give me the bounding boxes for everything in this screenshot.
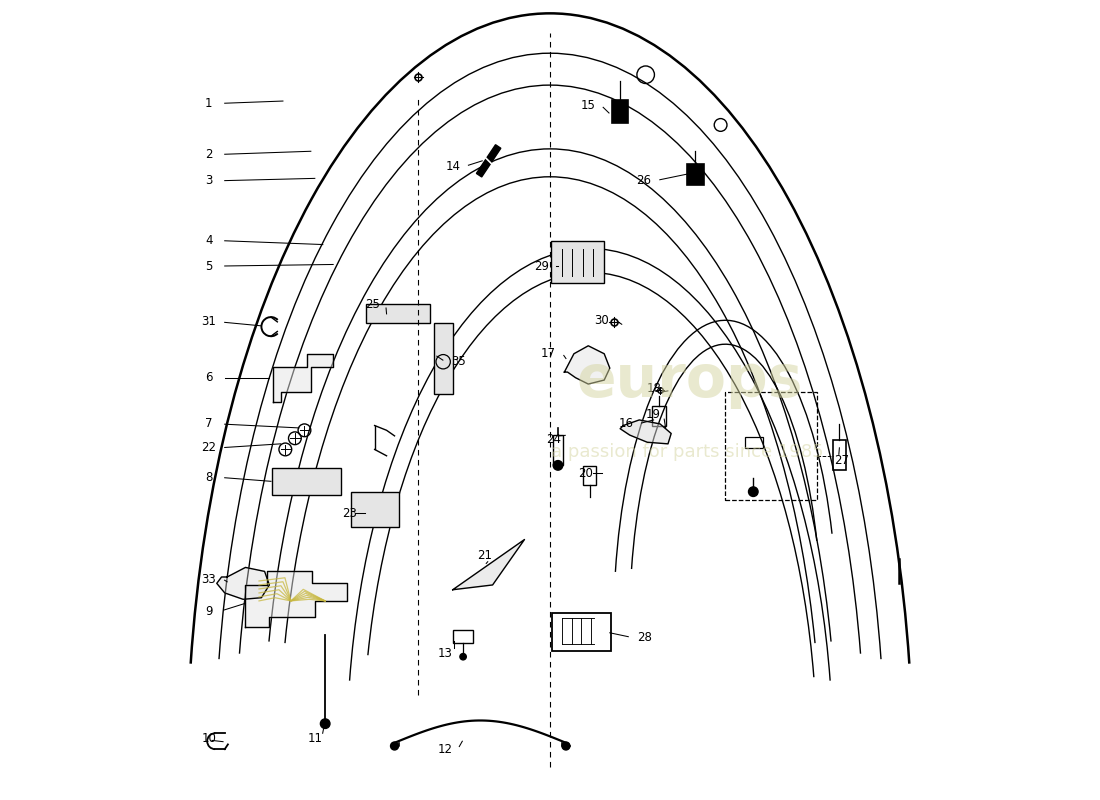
Text: 27: 27: [834, 454, 849, 467]
Circle shape: [390, 742, 398, 750]
Polygon shape: [217, 567, 270, 599]
Text: 11: 11: [307, 732, 322, 746]
Text: 14: 14: [446, 160, 460, 173]
Text: 19: 19: [646, 408, 661, 421]
FancyBboxPatch shape: [433, 322, 453, 394]
Circle shape: [320, 719, 330, 729]
Polygon shape: [564, 346, 609, 384]
Text: 29: 29: [535, 259, 550, 273]
Text: 35: 35: [451, 355, 465, 368]
Bar: [746, 437, 763, 448]
Text: 16: 16: [618, 418, 634, 430]
Text: 10: 10: [201, 732, 217, 746]
FancyBboxPatch shape: [551, 242, 604, 283]
Circle shape: [748, 487, 758, 497]
Text: 31: 31: [201, 315, 217, 328]
Polygon shape: [273, 354, 333, 402]
Text: 18: 18: [646, 382, 661, 394]
Text: 26: 26: [637, 174, 651, 187]
Text: europs: europs: [576, 351, 803, 409]
FancyBboxPatch shape: [272, 468, 341, 495]
Text: 20: 20: [579, 467, 593, 480]
Bar: [583, 466, 596, 486]
Bar: [652, 406, 667, 426]
Text: 12: 12: [438, 742, 452, 756]
Circle shape: [553, 461, 563, 470]
Text: 22: 22: [201, 442, 217, 454]
Text: 24: 24: [547, 434, 561, 446]
Polygon shape: [453, 539, 525, 590]
Text: a passion for parts since 1985: a passion for parts since 1985: [551, 443, 824, 461]
Bar: [553, 435, 563, 466]
Text: 30: 30: [594, 314, 609, 326]
Text: 3: 3: [205, 174, 212, 187]
Text: 6: 6: [205, 371, 212, 384]
Text: 1: 1: [205, 97, 212, 110]
FancyBboxPatch shape: [551, 613, 611, 651]
Text: 23: 23: [342, 506, 356, 520]
Text: 8: 8: [205, 471, 212, 484]
Bar: [613, 100, 628, 122]
Bar: [725, 392, 817, 500]
Circle shape: [562, 742, 570, 750]
Text: 13: 13: [438, 647, 452, 660]
Text: 9: 9: [205, 605, 212, 618]
Bar: [688, 164, 704, 185]
FancyBboxPatch shape: [352, 492, 399, 526]
Text: 28: 28: [637, 631, 651, 644]
FancyArrow shape: [476, 145, 501, 177]
Text: 25: 25: [365, 298, 381, 311]
Text: 7: 7: [205, 418, 212, 430]
Polygon shape: [245, 571, 346, 627]
Text: 15: 15: [581, 98, 596, 111]
Polygon shape: [620, 420, 671, 444]
Bar: [833, 440, 846, 470]
Circle shape: [460, 654, 466, 660]
Text: 2: 2: [205, 148, 212, 161]
FancyBboxPatch shape: [366, 303, 430, 322]
Text: 21: 21: [477, 549, 492, 562]
Text: 5: 5: [205, 259, 212, 273]
Bar: [453, 630, 473, 643]
Text: 33: 33: [201, 573, 217, 586]
Text: 17: 17: [541, 347, 556, 360]
Text: 4: 4: [205, 234, 212, 247]
